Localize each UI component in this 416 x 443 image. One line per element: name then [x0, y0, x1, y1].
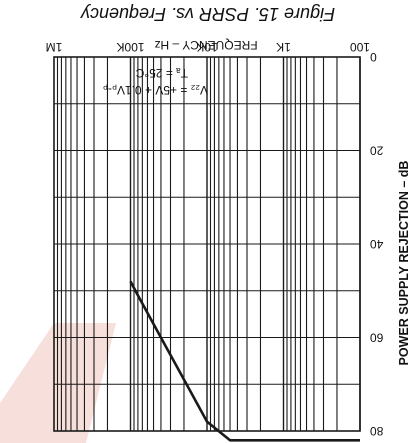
grid	[54, 57, 361, 431]
plot-border	[53, 56, 361, 432]
rotated-figure: 100 1K 10K 100K 1M 0 20 40 60 80 Figure 15. PSRR …	[0, 4, 411, 443]
plot-frame	[53, 56, 361, 432]
x-tick-label: 1K	[276, 40, 291, 54]
x-tick-label: 100	[350, 40, 370, 54]
x-tick-label: 1M	[46, 40, 63, 54]
series-layer	[129, 280, 360, 442]
x-tick-label: 100K	[116, 40, 144, 54]
figure-caption: Figure 15. PSRR vs. Frequency	[80, 4, 335, 24]
y-axis-label: POWER SUPPLY REJECTION – dB	[397, 161, 411, 366]
y-tick-label: 80	[370, 424, 384, 438]
x-tick-label: 10K	[196, 40, 217, 54]
annotation-line-2: Tₐ = 25°C	[135, 66, 188, 80]
y-tick-label: 20	[370, 144, 384, 158]
tick-labels: 100 1K 10K 100K 1M 0 20 40 60 80	[46, 40, 384, 438]
y-tick-label: 40	[370, 237, 384, 251]
y-tick-label: 0	[370, 50, 377, 64]
psrr-series-line	[129, 280, 360, 442]
x-axis-label: FREQUENCY – Hz	[154, 38, 257, 52]
y-tick-label: 60	[370, 331, 384, 345]
annotation-line-1: V₂₂ = +5V + 0.1Vₚ-ₚ	[103, 83, 208, 97]
